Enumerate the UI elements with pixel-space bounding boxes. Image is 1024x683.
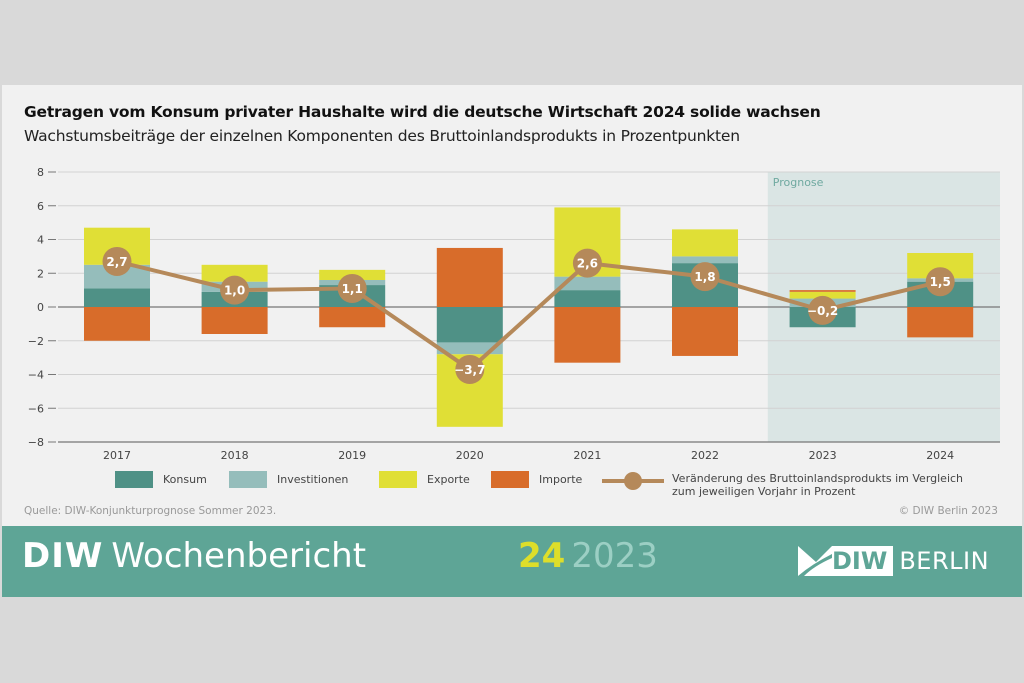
issue-year: 2023 xyxy=(571,536,658,576)
bar-importe-2017 xyxy=(84,307,150,341)
chart-title: Getragen vom Konsum privater Haushalte w… xyxy=(24,103,821,121)
bar-exporte-2023 xyxy=(789,291,856,299)
legend-label-investitionen: Investitionen xyxy=(277,473,349,486)
gdp-point-2019 xyxy=(337,273,367,303)
gdp-point-2018 xyxy=(220,275,250,305)
logo-text: BERLIN xyxy=(899,547,990,575)
y-tick-label: −6 xyxy=(28,402,44,415)
bar-investitionen-2022 xyxy=(672,256,738,264)
footer-banner: DIW Wochenbericht 24 2023 DIW BERLIN xyxy=(2,526,1022,597)
bar-konsum-2020 xyxy=(436,307,503,343)
legend-label-exporte: Exporte xyxy=(427,473,470,486)
bar-importe-2022 xyxy=(672,307,738,356)
legend-swatch-importe xyxy=(491,471,529,488)
bar-exporte-2018 xyxy=(201,264,268,282)
bar-importe-2018 xyxy=(201,307,268,334)
diw-berlin-logo: DIW BERLIN xyxy=(798,545,989,577)
gdp-point-2024 xyxy=(925,267,955,297)
legend-item-konsum: Konsum xyxy=(115,471,207,488)
y-tick-label: −2 xyxy=(28,335,44,348)
legend-swatch-exporte xyxy=(379,471,417,488)
bar-importe-2023 xyxy=(789,290,856,292)
x-tick-label: 2019 xyxy=(338,449,366,462)
gdp-value-label: −0,2 xyxy=(807,304,838,318)
x-tick-label: 2024 xyxy=(926,449,954,462)
x-tick-label: 2023 xyxy=(809,449,837,462)
gdp-line xyxy=(116,259,941,372)
source-note: Quelle: DIW-Konjunkturprognose Sommer 20… xyxy=(24,505,277,517)
issue-label: 24 2023 xyxy=(518,536,658,576)
bar-investitionen-2017 xyxy=(84,264,150,289)
logo-bold-text: DIW xyxy=(832,547,888,575)
y-tick-label: 6 xyxy=(37,200,44,213)
chart-subtitle: Wachstumsbeiträge der einzelnen Komponen… xyxy=(24,127,740,145)
brand-bold: DIW xyxy=(22,536,104,576)
x-tick-label: 2017 xyxy=(103,449,131,462)
legend-swatch-konsum xyxy=(115,471,153,488)
bar-konsum-2017 xyxy=(84,288,150,307)
legend-label-importe: Importe xyxy=(539,473,583,486)
logo-box: DIW xyxy=(798,546,894,576)
legend-item-exporte: Exporte xyxy=(379,471,470,488)
gdp-value-label: 2,6 xyxy=(577,257,598,271)
bar-investitionen-2020 xyxy=(436,342,503,355)
chart-card: Getragen vom Konsum privater Haushalte w… xyxy=(2,85,1022,597)
legend: Konsum Investitionen Exporte Importe Ver… xyxy=(2,467,1022,507)
x-tick-label: 2018 xyxy=(221,449,249,462)
gdp-point-2017 xyxy=(102,246,132,276)
x-tick-label: 2020 xyxy=(456,449,484,462)
legend-label-konsum: Konsum xyxy=(163,473,207,486)
legend-label-gdp-line2: zum jeweiligen Vorjahr in Prozent xyxy=(672,485,856,498)
x-tick-label: 2022 xyxy=(691,449,719,462)
gdp-point-2023 xyxy=(808,295,838,325)
legend-gdp-line-marker xyxy=(602,471,664,491)
y-tick-label: −8 xyxy=(28,436,44,449)
legend-label-gdp: Veränderung des Bruttoinlandsprodukts im… xyxy=(672,472,972,498)
diw-logo-mark-icon xyxy=(798,546,832,576)
y-tick-label: 4 xyxy=(37,234,44,247)
brand-light: Wochenbericht xyxy=(111,536,367,576)
gdp-point-2021 xyxy=(572,248,602,278)
y-tick-label: 2 xyxy=(37,267,44,280)
bar-importe-2020 xyxy=(436,247,503,307)
y-tick-label: 8 xyxy=(37,166,44,179)
chart-plot: Prognose 8 6 4 2 0 −2 −4 −6 −8 2017 2018 2019 2020 202… xyxy=(28,166,1000,462)
bar-exporte-2022 xyxy=(672,229,738,257)
bar-konsum-2021 xyxy=(554,290,621,307)
bar-importe-2021 xyxy=(554,307,621,363)
gdp-value-label: −3,7 xyxy=(454,363,485,377)
gdp-value-label: 2,7 xyxy=(106,255,127,269)
gdp-value-label: 1,1 xyxy=(342,282,363,296)
legend-dot-icon xyxy=(624,472,642,490)
gdp-point-2020 xyxy=(455,354,485,384)
issue-number: 24 xyxy=(518,536,566,576)
copyright-note: © DIW Berlin 2023 xyxy=(898,505,998,517)
legend-item-investitionen: Investitionen xyxy=(229,471,348,488)
gdp-value-label: 1,8 xyxy=(694,270,715,284)
legend-label-gdp-line1: Veränderung des Bruttoinlandsprodukts im… xyxy=(672,472,964,485)
publication-title: DIW Wochenbericht xyxy=(22,536,366,576)
forecast-label: Prognose xyxy=(773,176,824,189)
bar-importe-2019 xyxy=(319,307,386,328)
legend-item-importe: Importe xyxy=(491,471,582,488)
bar-importe-2024 xyxy=(907,307,974,338)
x-tick-label: 2021 xyxy=(573,449,601,462)
y-tick-label: −4 xyxy=(28,369,44,382)
gdp-value-label: 1,5 xyxy=(930,275,951,289)
gdp-point-2022 xyxy=(690,262,720,292)
y-tick-label: 0 xyxy=(37,301,44,314)
legend-swatch-investitionen xyxy=(229,471,267,488)
gdp-value-label: 1,0 xyxy=(224,284,245,298)
